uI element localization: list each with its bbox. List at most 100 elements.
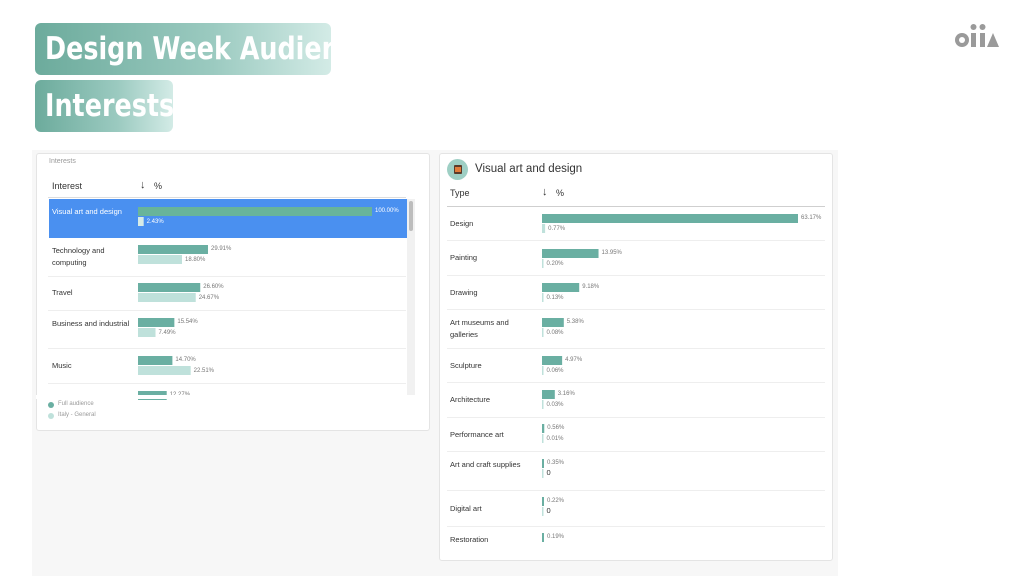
data-label-full-audience: 15.54% <box>177 319 198 325</box>
bar-italy-general <box>138 217 144 226</box>
data-label-full-audience: 63.17% <box>801 215 822 221</box>
type-row-label[interactable]: Performance art <box>450 430 504 439</box>
bar-italy-general <box>542 366 544 375</box>
bar-full-audience <box>138 318 175 327</box>
scrollbar-thumb[interactable] <box>409 201 413 231</box>
legend-dot-italy-general <box>48 413 54 419</box>
arrow-down-icon[interactable]: ↓ <box>140 179 146 191</box>
data-label-full-audience: 14.70% <box>175 357 196 363</box>
oik-logo-icon <box>955 24 999 47</box>
row-divider <box>447 240 825 241</box>
percent-column-header[interactable]: % <box>556 188 565 198</box>
data-label-full-audience: 100.00% <box>375 208 399 214</box>
data-label-full-audience: 0.35% <box>547 460 565 466</box>
data-label-full-audience: 5.38% <box>567 319 585 325</box>
data-label-full-audience: 29.91% <box>211 246 232 252</box>
header-divider <box>447 206 825 207</box>
type-row-label[interactable]: Restoration <box>450 535 489 544</box>
data-label-italy-general: 0 <box>547 468 551 477</box>
data-label-full-audience: 0.56% <box>547 425 565 431</box>
data-label-italy-general: 0.08% <box>547 330 565 336</box>
scrollbar-track[interactable] <box>407 199 415 395</box>
data-label-italy-general: 18.80% <box>185 257 206 263</box>
bar-full-audience <box>542 390 555 399</box>
bar-italy-general <box>542 293 544 302</box>
bar-italy-general <box>542 224 546 233</box>
row-divider <box>48 348 406 349</box>
type-row-label[interactable]: Architecture <box>450 395 491 404</box>
data-label-full-audience: 0.22% <box>547 498 565 504</box>
row-divider <box>447 382 825 383</box>
data-label-full-audience: 26.60% <box>203 284 224 290</box>
data-label-italy-general: 2.43% <box>147 219 165 225</box>
type-row-label[interactable]: Art museums and galleries <box>450 318 509 339</box>
interest-row-label[interactable]: Technology and computing <box>52 246 105 267</box>
bar-italy-general <box>542 507 544 516</box>
type-row-label[interactable]: Design <box>450 219 474 228</box>
title-line-2-text: Interests <box>45 88 175 124</box>
bar-full-audience <box>542 424 545 433</box>
data-label-italy-general: 0.13% <box>547 295 565 301</box>
bar-italy-general <box>138 328 156 337</box>
bar-full-audience <box>542 214 798 223</box>
row-divider <box>48 276 406 277</box>
arrow-down-icon[interactable]: ↓ <box>542 186 548 198</box>
interest-row-label[interactable]: Visual art and design <box>52 207 122 216</box>
type-row-label[interactable]: Painting <box>450 253 478 262</box>
legend-italy-general: Italy - General <box>58 412 96 418</box>
bar-full-audience <box>138 283 201 292</box>
bar-italy-general <box>138 293 196 302</box>
interest-row-label[interactable]: Music <box>52 361 72 370</box>
title-line-1: Design Week Audience <box>35 23 372 75</box>
bar-full-audience <box>542 318 564 327</box>
data-label-full-audience: 4.97% <box>565 357 583 363</box>
data-label-italy-general: 0.20% <box>547 261 565 267</box>
title-line-2: Interests <box>35 80 175 132</box>
data-label-italy-general: 0.06% <box>547 368 565 374</box>
legend-dot-full-audience <box>48 402 54 408</box>
bar-italy-general <box>138 366 191 375</box>
type-row-label[interactable]: Sculpture <box>450 361 482 370</box>
interest-row-label[interactable]: Travel <box>52 288 73 297</box>
percent-column-header[interactable]: % <box>154 181 163 191</box>
type-row-label[interactable]: Drawing <box>450 288 478 297</box>
painting-icon <box>447 159 468 180</box>
selected-row-highlight[interactable] <box>49 199 407 238</box>
bar-italy-general <box>542 328 544 337</box>
data-label-italy-general: 0.03% <box>547 402 565 408</box>
type-row-label[interactable]: Art and craft supplies <box>450 460 521 469</box>
bar-full-audience <box>542 497 544 506</box>
bar-full-audience <box>542 533 544 542</box>
bar-full-audience <box>542 283 580 292</box>
row-divider <box>48 383 406 384</box>
data-label-italy-general: 7.49% <box>159 330 177 336</box>
row-divider <box>447 275 825 276</box>
bar-full-audience <box>138 356 173 365</box>
data-label-italy-general: 0 <box>547 506 551 515</box>
row-divider <box>447 526 825 527</box>
interest-row-label[interactable]: Business and industrial <box>52 319 130 328</box>
row-divider <box>48 310 406 311</box>
type-row-label[interactable]: Digital art <box>450 504 482 513</box>
bar-full-audience <box>138 207 372 216</box>
data-label-italy-general: 0.01% <box>547 436 565 442</box>
bar-italy-general <box>542 259 544 268</box>
header-divider <box>48 197 406 198</box>
data-label-italy-general: 24.67% <box>199 295 220 301</box>
data-label-italy-general: 0.77% <box>548 226 566 232</box>
legend-full-audience: Full audience <box>58 401 94 407</box>
data-label-full-audience: 0.19% <box>547 534 565 540</box>
title-line-1-text: Design Week Audience <box>45 31 373 67</box>
painting-canvas <box>455 167 461 172</box>
interests-section-label: Interests <box>49 158 76 165</box>
list-clip <box>36 395 428 399</box>
bar-italy-general <box>542 434 544 443</box>
panel-title: Visual art and design <box>475 163 583 175</box>
row-divider <box>447 417 825 418</box>
bar-italy-general <box>542 469 544 478</box>
interest-column-header[interactable]: Interest <box>52 181 83 191</box>
type-column-header[interactable]: Type <box>450 188 470 198</box>
data-label-full-audience: 13.95% <box>602 250 623 256</box>
